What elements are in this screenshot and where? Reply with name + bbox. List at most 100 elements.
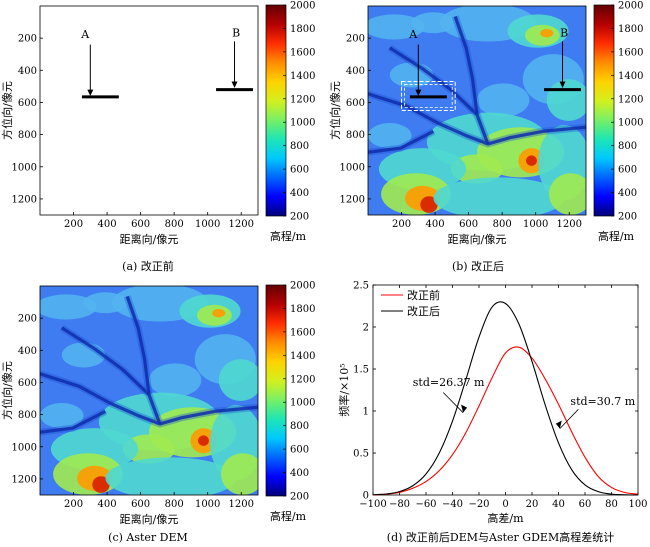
colorbar-tick-label: 200 xyxy=(290,492,309,503)
marker-b-label: B xyxy=(560,27,568,40)
x-tick-label: 400 xyxy=(98,499,117,510)
x-tick-label: −20 xyxy=(468,499,489,510)
x-tick-label: 400 xyxy=(426,219,445,230)
legend-label: 改正前 xyxy=(407,288,440,302)
y-tick-label: 2.5 xyxy=(353,281,369,292)
dem-frame xyxy=(39,5,259,216)
x-tick-label: 600 xyxy=(131,499,150,510)
y-tick-label: 1200 xyxy=(12,474,37,485)
panel-caption: (c) Aster DEM xyxy=(108,531,188,544)
colorbar-tick-label: 1200 xyxy=(290,94,315,105)
y-tick-label: 400 xyxy=(18,66,37,77)
marker-b-label: B xyxy=(232,27,240,40)
colorbar-tick-label: 1200 xyxy=(290,374,315,385)
y-tick-label: 1 xyxy=(363,407,369,418)
x-tick-label: 1000 xyxy=(195,499,220,510)
dem-terrain-patch xyxy=(149,127,236,177)
dem-valley xyxy=(40,409,107,434)
y-tick-label: 800 xyxy=(18,130,37,141)
annotation-std-before: std=30.7 m xyxy=(570,395,635,408)
dem-valley xyxy=(40,94,258,144)
x-tick-label: 1200 xyxy=(229,499,254,510)
colorbar-tick-label: 400 xyxy=(290,188,309,199)
colorbar-tick-label: 1000 xyxy=(290,118,315,129)
x-tick-label: −100 xyxy=(359,499,386,510)
colorbar-tick-label: 1600 xyxy=(290,327,315,338)
colorbar-tick-label: 2000 xyxy=(290,281,315,292)
x-tick-label: 800 xyxy=(165,499,184,510)
colorbar xyxy=(265,4,287,217)
dem-terrain-patch xyxy=(123,154,175,183)
dem-terrain-patch xyxy=(368,14,425,40)
x-tick-label: 200 xyxy=(64,499,83,510)
x-tick-label: 1200 xyxy=(557,219,582,230)
dem-terrain-patch xyxy=(198,155,209,165)
x-tick-label: −40 xyxy=(442,499,463,510)
dem-terrain-patch xyxy=(40,403,84,429)
y-tick-label: 200 xyxy=(18,34,37,45)
dem-terrain-patch xyxy=(212,308,226,318)
dem-terrain-patch xyxy=(197,25,232,46)
panel-caption: (d) 改正前后DEM与Aster GDEM高程差统计 xyxy=(387,530,614,544)
colorbar-tick-label: 400 xyxy=(618,188,637,199)
dem-terrain-patch xyxy=(368,123,412,149)
x-tick-label: 800 xyxy=(165,219,184,230)
colorbar-tick-label: 2000 xyxy=(618,1,643,12)
y-tick-label: 800 xyxy=(346,130,365,141)
dem-valley xyxy=(368,129,435,154)
dem-valley xyxy=(127,17,149,115)
x-tick-label: −80 xyxy=(389,499,410,510)
annotation-std-after: std=26.37 m xyxy=(413,376,485,389)
dem-terrain-patch xyxy=(540,28,554,38)
y-tick-label: 1000 xyxy=(340,162,365,173)
series-line-before xyxy=(372,346,639,496)
y-tick-label: 1200 xyxy=(12,194,37,205)
x-tick-label: 1000 xyxy=(523,219,548,230)
y-tick-label: 200 xyxy=(346,34,365,45)
dem-frame xyxy=(39,285,259,496)
x-tick-label: 600 xyxy=(459,219,478,230)
x-tick-label: 100 xyxy=(628,499,647,510)
dem-terrain-patch xyxy=(546,79,586,121)
dem-panel-c: 200 400 600 800 1000 1200 200 400 600 800 1000 1200… xyxy=(0,281,315,545)
y-tick-label: 600 xyxy=(346,98,365,109)
colorbar-tick-label: 600 xyxy=(290,165,309,176)
y-tick-label: 400 xyxy=(18,346,37,357)
legend-label: 改正后 xyxy=(407,304,440,318)
x-tick-label: −60 xyxy=(415,499,436,510)
colorbar-tick-label: 1800 xyxy=(290,24,315,35)
y-axis-label: 方位向/像元 xyxy=(328,81,342,140)
dem-terrain-patch xyxy=(477,83,530,117)
x-tick-label: 80 xyxy=(605,499,618,510)
x-tick-label: 20 xyxy=(526,499,539,510)
marker-a-box xyxy=(73,81,128,111)
dem-valley xyxy=(388,46,490,145)
dem-terrain-patch xyxy=(198,435,209,446)
dem-terrain-patch xyxy=(51,148,138,190)
dem-valley-shadow xyxy=(40,370,258,428)
dem-base xyxy=(40,6,258,215)
colorbar-tick-label: 200 xyxy=(290,212,309,223)
dem-panel-b: 200 400 600 800 1000 1200 200 400 600 800 1000 1200… xyxy=(328,1,643,274)
dem-valley-shadow xyxy=(123,295,153,396)
plot-area xyxy=(372,284,639,496)
x-tick-label: 800 xyxy=(493,219,512,230)
x-tick-label: 0 xyxy=(502,499,508,510)
dem-terrain-patch xyxy=(548,173,586,215)
dem-terrain-patch xyxy=(219,79,263,121)
y-tick-label: 1.5 xyxy=(353,365,369,376)
colorbar-tick-label: 1400 xyxy=(290,351,315,362)
dem-terrain-patch xyxy=(105,457,237,495)
marker-a-arrowhead xyxy=(87,89,94,97)
dem-terrain-patch xyxy=(40,294,97,320)
x-tick-label: 60 xyxy=(579,499,592,510)
colorbar-tick-label: 1600 xyxy=(618,47,643,58)
dem-valley xyxy=(125,295,151,395)
colorbar-tick-label: 1400 xyxy=(618,71,643,82)
dem-terrain-patch xyxy=(105,177,236,219)
y-tick-label: 1200 xyxy=(340,194,365,205)
series-line-after xyxy=(372,301,639,496)
dem-terrain-patch xyxy=(149,83,201,116)
colorbar-tick-label: 800 xyxy=(290,421,309,432)
